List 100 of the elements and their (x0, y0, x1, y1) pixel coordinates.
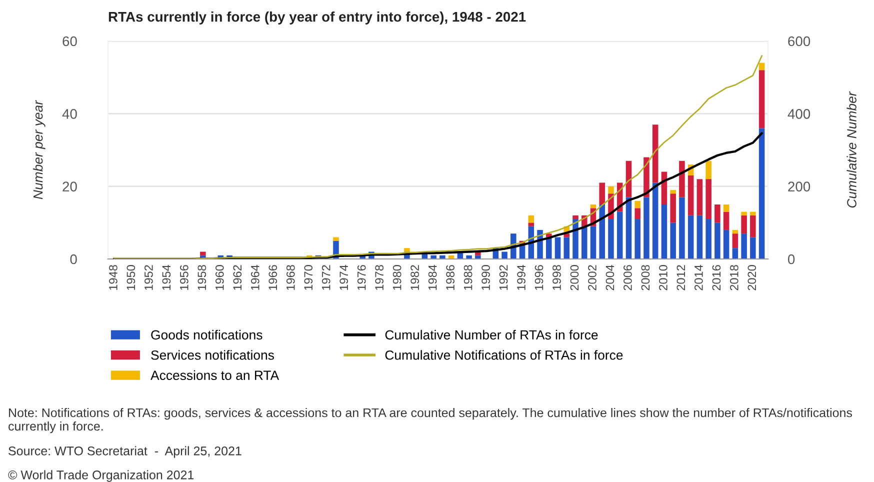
x-tick-label: 1948 (109, 265, 118, 290)
y-tick-label: 0 (70, 254, 77, 264)
chart-title: RTAs currently in force (by year of entry into force), 1948 - 2021 (108, 12, 526, 24)
bar (652, 182, 658, 259)
bar (554, 237, 561, 259)
bar (714, 204, 720, 223)
legend-label: Accessions to an RTA (150, 370, 280, 380)
y2-tick-label: 0 (788, 254, 795, 264)
x-tick-label: 1984 (428, 264, 437, 290)
bar (652, 124, 658, 183)
x-tick-label: 2008 (641, 265, 650, 290)
bar (528, 215, 534, 223)
x-tick-label: 1962 (233, 265, 242, 290)
x-tick-label: 1994 (517, 264, 526, 290)
bar (706, 160, 712, 180)
bar (634, 219, 640, 259)
bar (688, 215, 694, 259)
bar (696, 179, 703, 216)
x-tick-label: 2002 (588, 265, 596, 290)
x-tick-label: 1968 (286, 265, 295, 290)
x-tick-label: 2014 (694, 264, 703, 290)
x-tick-label: 2020 (748, 265, 756, 290)
bar (333, 237, 339, 241)
y2-axis-title: Cumulative Number (846, 91, 856, 208)
x-tick-label: 1992 (499, 265, 508, 290)
bar (581, 226, 588, 259)
x-tick-label: 1952 (144, 265, 153, 290)
bar (758, 70, 765, 128)
bar (732, 230, 738, 234)
x-tick-label: 1990 (482, 265, 490, 290)
bar (626, 160, 632, 198)
bar (750, 237, 756, 259)
bar (714, 222, 720, 259)
bar (502, 252, 508, 259)
x-tick-label: 1966 (268, 265, 278, 290)
bar (696, 215, 703, 259)
x-tick-label: 1982 (410, 265, 419, 290)
x-tick-label: 2012 (676, 265, 686, 290)
x-tick-label: 2010 (659, 265, 668, 290)
bar (572, 215, 578, 220)
bar (706, 219, 712, 259)
x-tick-label: 1972 (322, 265, 330, 290)
bar (608, 219, 614, 259)
legend-label: Services notifications (151, 350, 274, 360)
bar (634, 200, 640, 208)
x-tick-label: 1998 (552, 265, 561, 290)
bar (608, 186, 614, 194)
bar (741, 212, 747, 216)
y2-tick-label: 600 (788, 36, 810, 46)
legend-label: Goods notifications (151, 330, 262, 340)
x-tick-label: 1976 (357, 265, 366, 290)
bar (572, 219, 578, 259)
line-series (114, 55, 762, 259)
bar (688, 175, 694, 216)
bar (564, 237, 570, 259)
x-tick-label: 1996 (534, 265, 544, 290)
bar (758, 128, 765, 259)
bar (723, 212, 730, 230)
x-tick-label: 1986 (446, 265, 454, 290)
y-tick-label: 40 (62, 109, 77, 119)
bar (634, 208, 640, 220)
bar (590, 226, 596, 259)
x-tick-label: 1980 (392, 265, 402, 290)
bar (528, 222, 534, 226)
bar (750, 215, 756, 238)
bar (670, 190, 676, 194)
bar (644, 197, 650, 259)
source-note: Source: WTO Secretariat - April 25, 2021 (8, 446, 242, 458)
x-tick-label: 1970 (304, 265, 313, 290)
bar (732, 248, 738, 259)
x-tick-label: 1964 (250, 264, 260, 290)
x-tick-label: 1974 (340, 264, 348, 290)
bar (741, 215, 747, 234)
bar (679, 160, 685, 198)
bar (599, 204, 605, 259)
bar (679, 197, 685, 259)
x-tick-label: 1956 (180, 265, 188, 290)
bar (616, 212, 623, 259)
y2-tick-label: 200 (788, 182, 810, 192)
x-tick-label: 1978 (375, 265, 384, 290)
bar (670, 222, 676, 259)
bar (200, 252, 206, 256)
bar (750, 212, 756, 216)
x-tick-label: 2006 (624, 265, 632, 290)
bar (661, 204, 668, 259)
bar (599, 182, 605, 204)
x-tick-label: 1954 (162, 264, 171, 290)
bar (546, 237, 552, 259)
bar (723, 204, 730, 212)
x-tick-label: 2018 (730, 265, 738, 290)
bar (706, 179, 712, 220)
y-axis-title: Number per year (33, 100, 46, 200)
bar (723, 230, 730, 259)
legend-label: Cumulative Notifications of RTAs in force (385, 350, 623, 360)
x-tick-label: 2016 (712, 265, 721, 290)
bar (626, 197, 632, 259)
bar (741, 234, 747, 259)
y-tick-label: 20 (62, 182, 77, 192)
bar (732, 234, 738, 248)
y2-tick-label: 400 (788, 109, 810, 119)
